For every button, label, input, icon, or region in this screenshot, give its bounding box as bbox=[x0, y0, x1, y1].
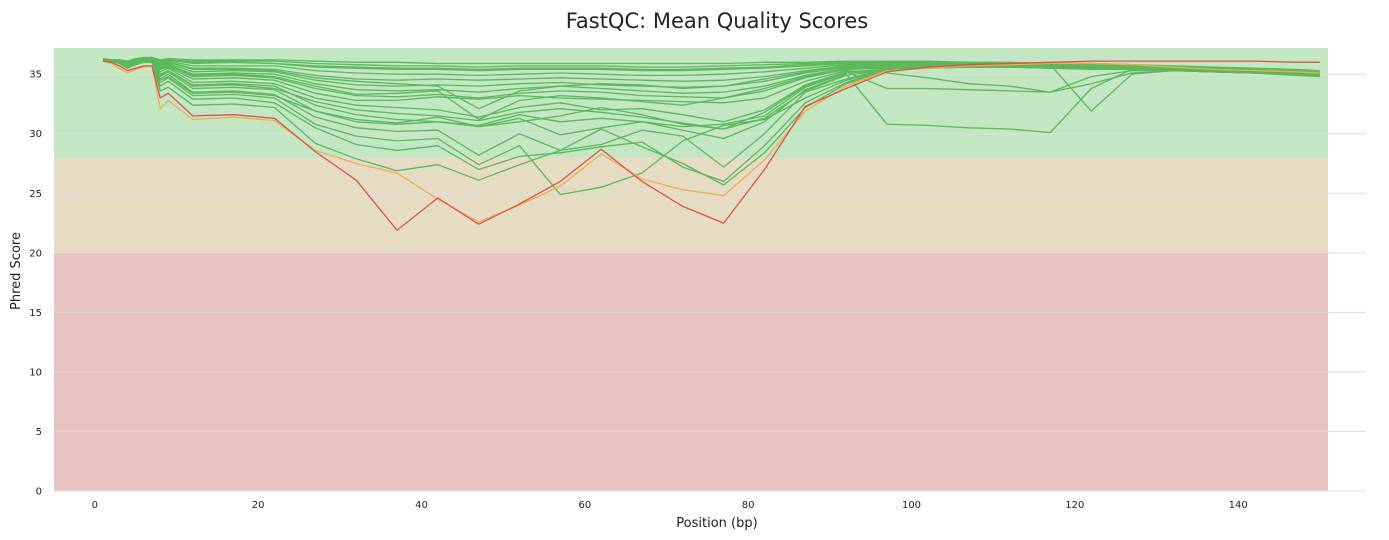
y-tick-label: 15 bbox=[29, 308, 42, 319]
x-tick-label: 0 bbox=[92, 500, 98, 511]
series-lines bbox=[102, 56, 1320, 231]
x-axis-label: Position (bp) bbox=[676, 516, 757, 531]
y-tick-label: 0 bbox=[36, 487, 42, 498]
x-tick-label: 60 bbox=[578, 500, 591, 511]
x-tick-label: 100 bbox=[902, 500, 921, 511]
series-line-pass[interactable] bbox=[102, 59, 1320, 121]
y-axis-label: Phred Score bbox=[9, 232, 24, 310]
y-tick-label: 30 bbox=[29, 129, 42, 140]
quality-zones bbox=[54, 48, 1328, 491]
chart-title: FastQC: Mean Quality Scores bbox=[566, 9, 869, 33]
x-axis-ticks: 0 20 40 60 80 100 120 140 bbox=[92, 500, 1248, 511]
series-line-pass[interactable] bbox=[103, 58, 1320, 110]
y-axis-ticks: 0 5 10 15 20 25 30 35 bbox=[29, 70, 42, 498]
y-tick-label: 25 bbox=[29, 189, 42, 200]
y-tick-label: 5 bbox=[36, 427, 42, 438]
y-tick-label: 10 bbox=[29, 367, 42, 378]
zone-warn bbox=[54, 157, 1328, 253]
x-tick-label: 140 bbox=[1229, 500, 1248, 511]
series-line-pass[interactable] bbox=[102, 56, 1320, 74]
x-tick-label: 120 bbox=[1065, 500, 1084, 511]
y-tick-label: 20 bbox=[29, 248, 42, 259]
x-tick-label: 20 bbox=[252, 500, 265, 511]
x-tick-label: 80 bbox=[742, 500, 755, 511]
series-line-fail[interactable] bbox=[102, 60, 1320, 231]
x-tick-label: 40 bbox=[415, 500, 428, 511]
y-tick-label: 35 bbox=[29, 70, 42, 81]
